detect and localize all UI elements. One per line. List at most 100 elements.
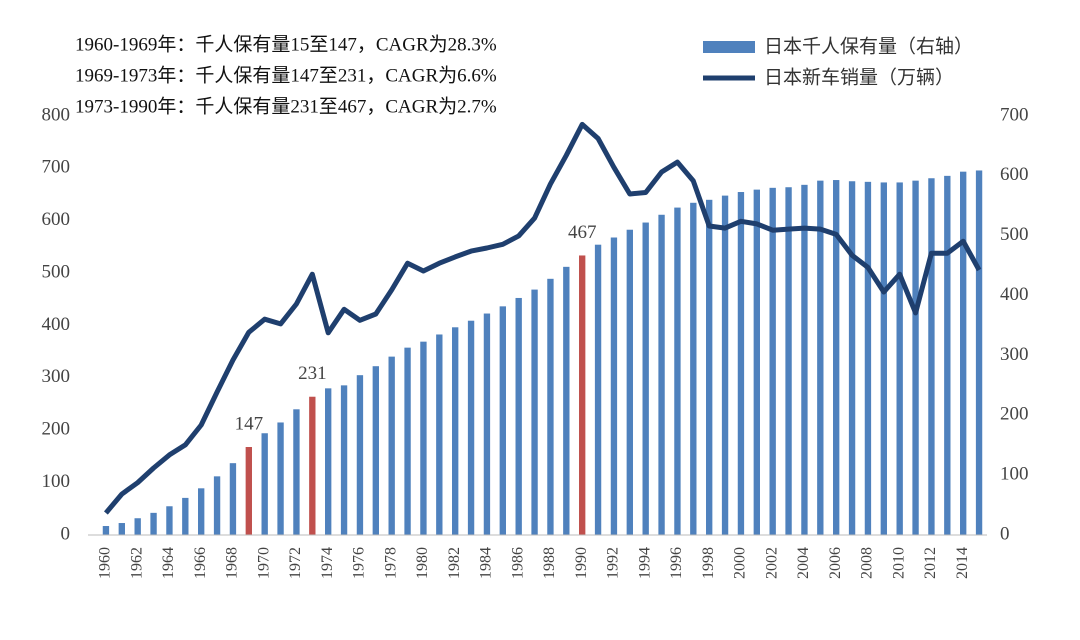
y2-tick-label: 600 bbox=[1000, 164, 1029, 185]
bar bbox=[626, 229, 633, 535]
bar bbox=[880, 182, 887, 536]
y2-tick-label: 300 bbox=[1000, 344, 1029, 365]
bar bbox=[213, 476, 221, 535]
bar bbox=[579, 255, 586, 535]
bar bbox=[356, 375, 364, 535]
bar bbox=[801, 184, 808, 536]
line bbox=[103, 121, 982, 515]
annotation: 1960-1969年：千人保有量15至147，CAGR为28.3% bbox=[75, 33, 497, 55]
bar bbox=[182, 497, 189, 535]
bar bbox=[594, 244, 602, 535]
x-tick-label: 2014 bbox=[954, 547, 971, 579]
y2-tick-label: 0 bbox=[1000, 523, 1010, 544]
y-tick-label: 700 bbox=[42, 157, 71, 178]
x-tick-label: 1976 bbox=[351, 547, 368, 579]
x-tick-label: 1962 bbox=[128, 547, 145, 579]
bar bbox=[817, 180, 824, 535]
bar bbox=[420, 341, 427, 535]
bar bbox=[261, 433, 268, 535]
annotation: 1969-1973年：千人保有量147至231，CAGR为6.6% bbox=[75, 64, 497, 86]
x-tick-label: 1990 bbox=[573, 547, 590, 579]
x-tick-label: 1986 bbox=[509, 547, 526, 579]
bar bbox=[563, 266, 570, 535]
bar bbox=[499, 306, 506, 535]
bar bbox=[150, 512, 157, 535]
x-tick-label: 1998 bbox=[700, 547, 717, 579]
y-tick-label: 400 bbox=[42, 314, 71, 335]
x-tick-label: 1978 bbox=[382, 547, 399, 579]
bar bbox=[483, 313, 491, 535]
bar bbox=[944, 175, 951, 535]
y2-tick-label: 200 bbox=[1000, 404, 1029, 425]
legend-swatch bbox=[703, 41, 755, 53]
bar bbox=[134, 518, 141, 535]
x-tick-label: 1974 bbox=[319, 547, 336, 579]
y2-tick-label: 400 bbox=[1000, 284, 1029, 305]
bar bbox=[642, 222, 649, 535]
x-tick-label: 2002 bbox=[763, 547, 780, 579]
bar bbox=[610, 237, 618, 535]
bar bbox=[769, 187, 776, 536]
bar bbox=[325, 388, 332, 535]
x-tick-label: 1972 bbox=[287, 547, 304, 579]
bar bbox=[436, 334, 443, 535]
bar bbox=[404, 347, 411, 535]
data-label: 147 bbox=[235, 413, 264, 434]
bar bbox=[293, 409, 300, 535]
bar bbox=[388, 356, 395, 535]
bar bbox=[229, 463, 237, 535]
x-tick-label: 1996 bbox=[668, 547, 685, 579]
x-tick-label: 1982 bbox=[446, 547, 463, 579]
bar bbox=[309, 396, 316, 535]
x-tick-label: 1960 bbox=[97, 547, 114, 579]
bar bbox=[198, 488, 205, 535]
y-tick-label: 800 bbox=[42, 104, 71, 125]
bar bbox=[467, 320, 475, 535]
bar bbox=[833, 180, 840, 535]
bar bbox=[690, 202, 697, 536]
x-tick-label: 2000 bbox=[732, 547, 749, 579]
bar bbox=[452, 327, 459, 535]
x-tick-label: 2010 bbox=[890, 547, 907, 579]
bar bbox=[118, 523, 125, 535]
bar bbox=[864, 181, 872, 536]
y2-tick-label: 100 bbox=[1000, 464, 1029, 485]
bar bbox=[658, 214, 665, 535]
y2-tick-label: 700 bbox=[1000, 104, 1029, 125]
legend-label: 日本新车销量（万辆） bbox=[764, 67, 954, 89]
bar bbox=[928, 178, 935, 535]
x-tick-label: 1984 bbox=[478, 547, 495, 579]
bar bbox=[245, 447, 252, 535]
bar bbox=[975, 170, 983, 535]
x-tick-label: 1968 bbox=[224, 547, 241, 579]
bar bbox=[531, 289, 538, 535]
bar bbox=[340, 385, 348, 535]
bar bbox=[896, 182, 903, 536]
y-tick-label: 0 bbox=[61, 523, 71, 544]
bar bbox=[277, 422, 284, 535]
annotation: 1973-1990年：千人保有量231至467，CAGR为2.7% bbox=[75, 95, 497, 117]
bar bbox=[166, 506, 173, 535]
x-tick-label: 1964 bbox=[160, 547, 177, 579]
x-tick-label: 2012 bbox=[922, 547, 939, 579]
y-tick-label: 200 bbox=[42, 419, 71, 440]
x-tick-label: 1992 bbox=[605, 547, 622, 579]
x-tick-label: 2008 bbox=[859, 547, 876, 579]
bar bbox=[706, 199, 713, 536]
x-tick-label: 1970 bbox=[255, 547, 272, 579]
x-tick-label: 2006 bbox=[827, 547, 844, 579]
x-tick-label: 2004 bbox=[795, 547, 812, 579]
y-tick-label: 500 bbox=[42, 261, 71, 282]
bar bbox=[102, 526, 110, 535]
bar bbox=[785, 187, 792, 536]
data-label: 467 bbox=[568, 222, 597, 243]
y-tick-label: 300 bbox=[42, 366, 71, 387]
bar bbox=[912, 180, 919, 535]
y2-tick-label: 500 bbox=[1000, 224, 1029, 245]
bar bbox=[547, 278, 554, 535]
bar bbox=[737, 192, 745, 536]
bar bbox=[960, 171, 967, 535]
bar bbox=[848, 181, 856, 535]
x-tick-label: 1988 bbox=[541, 547, 558, 579]
